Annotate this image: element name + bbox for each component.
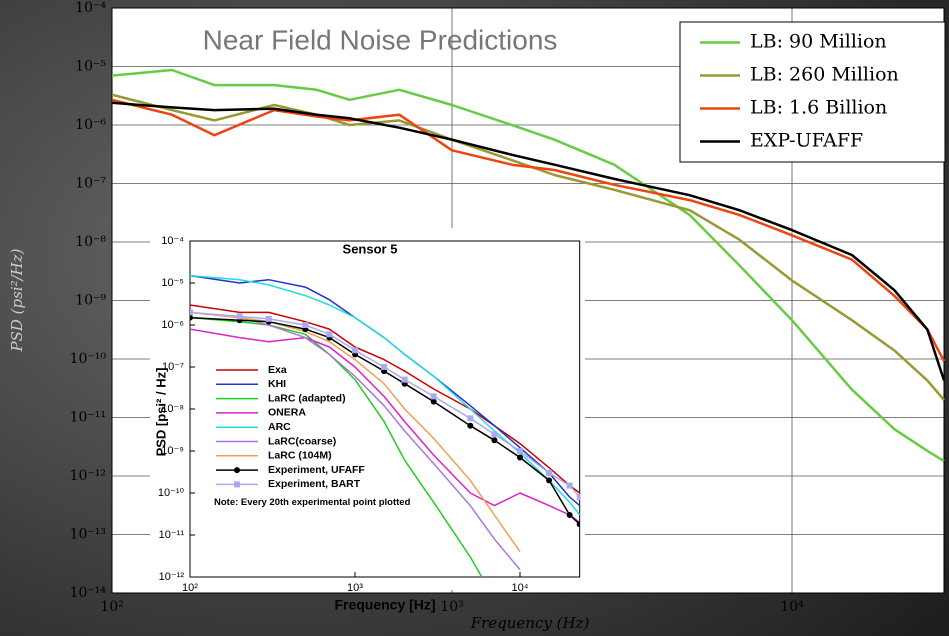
y-tick-label: 10⁻⁹ [161, 445, 184, 457]
legend-marker [234, 467, 240, 474]
marker [430, 393, 437, 400]
marker [517, 448, 523, 454]
legend-label: LaRC(coarse) [268, 435, 336, 447]
series-line [112, 68, 945, 463]
series-line [190, 274, 580, 516]
y-tick-label: 10⁻¹² [70, 468, 106, 484]
chart-title: Near Field Noise Predictions [203, 24, 558, 55]
series-line [190, 328, 580, 524]
y-tick-label: 10⁻⁸ [161, 403, 184, 415]
y-tick-label: 10⁻¹¹ [70, 410, 106, 426]
marker [491, 437, 498, 444]
marker [381, 364, 388, 370]
y-tick-label: 10⁻¹¹ [159, 529, 185, 541]
y-tick-label: 10⁻⁵ [75, 59, 106, 75]
marker [491, 431, 498, 438]
series-line [190, 311, 521, 571]
series-group [190, 274, 580, 577]
legend-label: KHI [268, 378, 286, 390]
legend-label: ONERA [268, 407, 306, 419]
x-tick-label: 10³ [347, 582, 363, 594]
y-tick-label: 10⁻⁹ [75, 293, 106, 309]
x-axis-label: Frequency [Hz] [334, 597, 435, 613]
marker [517, 454, 523, 461]
legend-label: LaRC (adapted) [268, 392, 346, 404]
y-tick-label: 10⁻⁷ [162, 361, 184, 373]
x-tick-label: 10⁴ [512, 582, 529, 594]
x-tick-label: 10² [100, 599, 123, 615]
legend-label: LB: 260 Million [750, 64, 899, 86]
legend-label: EXP-UFAFF [750, 130, 863, 152]
marker [566, 482, 573, 489]
y-axis-label: PSD [psi² / Hz] [153, 368, 168, 457]
x-axis-label: Frequency (Hz) [470, 614, 590, 632]
marker [467, 415, 474, 422]
y-tick-label: 10⁻¹² [159, 571, 185, 583]
series-line [112, 101, 946, 381]
plot-frame [111, 7, 945, 594]
marker [236, 313, 243, 320]
marker [190, 314, 193, 321]
marker [566, 511, 573, 518]
x-tick-label: 10² [182, 582, 198, 594]
legend-box [679, 21, 946, 163]
marker [352, 347, 358, 354]
marker [302, 322, 309, 328]
y-tick-label: 10⁻⁶ [75, 117, 106, 133]
plot-area [189, 240, 581, 578]
marker [265, 315, 272, 322]
x-tick-label: 10³ [440, 599, 463, 615]
y-tick-label: 10⁻¹⁰ [158, 487, 185, 499]
y-tick-label: 10⁻⁴ [161, 235, 184, 247]
series-line [112, 98, 946, 362]
series-group [112, 68, 946, 463]
legend-label: Experiment, UFAFF [268, 464, 365, 476]
marker [430, 398, 437, 405]
y-tick-label: 10⁻¹⁰ [70, 351, 107, 367]
y-tick-label: 10⁻⁷ [75, 176, 106, 192]
series-line [190, 304, 580, 494]
legend-label: LB: 1.6 Billion [750, 97, 887, 119]
marker [467, 422, 474, 429]
y-tick-label: 10⁻¹⁴ [70, 585, 107, 601]
marker [401, 376, 408, 383]
series-line [190, 316, 483, 577]
marker [546, 477, 553, 484]
note: Note: Every 20th experimental point plot… [214, 497, 411, 508]
legend-label: LaRC (104M) [268, 450, 332, 462]
y-axis-label: PSD (psi²/Hz) [8, 248, 26, 352]
y-tick-label: 10⁻⁸ [75, 234, 106, 250]
y-tick-label: 10⁻¹³ [70, 527, 106, 543]
marker [190, 309, 193, 316]
y-tick-label: 10⁻⁶ [161, 319, 184, 331]
marker [576, 494, 580, 501]
marker [326, 331, 333, 338]
marker [546, 469, 553, 476]
y-tick-label: 10⁻⁴ [75, 0, 106, 16]
legend-label: LB: 90 Million [750, 31, 887, 53]
legend-marker [234, 481, 240, 488]
x-tick-label: 10⁴ [780, 599, 804, 615]
y-tick-label: 10⁻⁵ [161, 277, 184, 289]
legend-label: Experiment, BART [268, 478, 361, 490]
legend-label: Exa [268, 364, 287, 376]
marker [576, 521, 580, 528]
chart-title: Sensor 5 [343, 241, 398, 256]
legend-label: ARC [268, 421, 291, 433]
